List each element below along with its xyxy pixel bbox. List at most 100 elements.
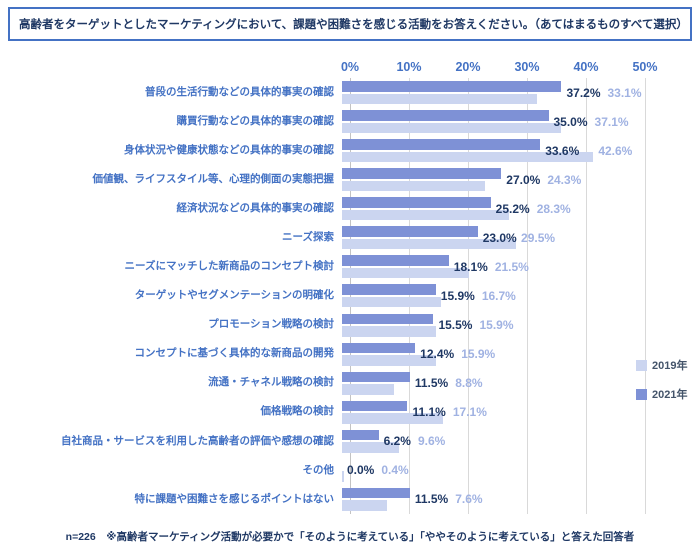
bar-row: 自社商品・サービスを利用した高齢者の評価や感想の確認 6.2% 9.6%	[0, 427, 645, 456]
bar-2021	[342, 226, 478, 237]
bar-2021	[342, 197, 491, 208]
legend-swatch-2021-icon	[636, 388, 647, 400]
bar-2021	[342, 110, 549, 121]
value-label-2019: 24.3%	[547, 172, 582, 187]
value-label-2019: 0.4%	[381, 463, 409, 478]
bar-2019	[342, 296, 441, 308]
value-label-2019: 7.6%	[455, 492, 483, 507]
x-axis-tick: 40%	[573, 60, 599, 74]
bar-row: 普段の生活行動などの具体的事実の確認 37.2% 33.1%	[0, 78, 645, 107]
footnote: n=226 ※高齢者マーケティング活動が必要かで「そのように考えている」「ややそ…	[65, 531, 635, 543]
value-label-2019: 16.7%	[481, 288, 516, 303]
gridline	[350, 78, 351, 514]
bar-2021	[342, 342, 416, 354]
bar-cell: 27.0% 24.3%	[342, 165, 637, 194]
bar-2021	[342, 487, 410, 499]
x-axis-tick: 20%	[455, 60, 481, 74]
value-label-2021: 35.0%	[553, 114, 588, 129]
bar-2021	[342, 255, 449, 266]
bar-cell: 25.2% 28.3%	[342, 194, 637, 223]
x-axis-tick: 0%	[340, 60, 360, 74]
bar-cell: 37.2% 33.1%	[342, 78, 642, 107]
bar-row: その他 0.0% 0.4%	[0, 456, 645, 485]
category-label: 身体状況や健康状態などの具体的事実の確認	[124, 143, 334, 156]
category-label: 特に課題や困難さを感じるポイントはない	[134, 492, 335, 505]
bar-row: 購買行動などの具体的事実の確認 35.0% 37.1%	[0, 107, 645, 136]
bar-2019	[342, 500, 387, 511]
bar-2019	[342, 384, 394, 395]
chart-title-box: 高齢者をターゲットとしたマーケティングにおいて、課題や困難さを感じる活動をお答え…	[8, 7, 692, 41]
bar-chart: 普段の生活行動などの具体的事実の確認 37.2% 33.1% 購買行動などの具体的事実…	[0, 78, 645, 514]
bar-cell: 23.0% 29.5%	[342, 223, 637, 252]
bar-2019	[342, 93, 538, 105]
bar-row: ニーズにマッチした新商品のコンセプト検討 18.1% 21.5%	[0, 252, 645, 281]
bar-row: ニーズ探索 23.0% 29.5%	[0, 223, 645, 252]
value-label-2019: 8.8%	[455, 376, 483, 391]
bar-cell: 12.4% 15.9%	[342, 340, 637, 369]
value-label-2019: 9.6%	[417, 434, 446, 449]
category-label: ターゲットやセグメンテーションの明確化	[134, 289, 334, 302]
category-label: 流通・チャネル戦略の検討	[208, 376, 334, 389]
bar-2019	[342, 122, 561, 134]
value-label-2021: 6.2%	[383, 434, 411, 449]
bar-2019	[342, 180, 486, 192]
value-label-2019: 37.1%	[594, 114, 629, 129]
bar-cell: 11.5% 7.6%	[342, 485, 637, 514]
value-label-2021: 15.9%	[440, 288, 475, 303]
category-label: プロモーション戦略の検討	[208, 318, 334, 331]
bar-2021	[342, 139, 541, 150]
grid-area	[350, 78, 646, 514]
value-label-2021: 11.1%	[412, 405, 446, 420]
bar-row: 流通・チャネル戦略の検討 11.5% 8.8%	[0, 369, 645, 398]
value-label-2019: 33.1%	[607, 85, 642, 100]
value-label-2021: 37.2%	[566, 85, 601, 100]
bar-row: 経済状況などの具体的事実の確認 25.2% 28.3%	[0, 194, 645, 223]
value-label-2019: 21.5%	[494, 259, 529, 274]
legend-item-2019: 2019年	[636, 357, 687, 373]
legend-label-2019: 2019年	[652, 360, 688, 372]
x-axis-tick: 30%	[514, 60, 540, 74]
x-axis-tick: 10%	[396, 60, 422, 74]
gridline	[645, 78, 646, 514]
category-label: 経済状況などの具体的事実の確認	[176, 202, 335, 214]
value-label-2021: 25.2%	[495, 201, 530, 216]
bar-row: 身体状況や健康状態などの具体的事実の確認 33.6% 42.6%	[0, 136, 645, 165]
bar-2019	[342, 238, 517, 250]
bar-2019	[342, 471, 345, 482]
x-axis-tick: 50%	[632, 60, 658, 74]
bar-2019	[342, 442, 399, 453]
bar-row: プロモーション戦略の検討 15.5% 15.9%	[0, 311, 645, 340]
bar-cell: 6.2% 9.6%	[342, 427, 637, 456]
gridline	[586, 78, 587, 514]
bar-2021	[342, 429, 379, 441]
chart-title: 高齢者をターゲットとしたマーケティングにおいて、課題や困難さを感じる活動をお答え…	[19, 19, 688, 31]
bar-cell: 15.5% 15.9%	[342, 311, 637, 340]
value-label-2019: 28.3%	[536, 201, 571, 216]
bar-cell: 0.0% 0.4%	[342, 456, 637, 485]
bar-row: 特に課題や困難さを感じるポイントはない 11.5% 7.6%	[0, 485, 645, 514]
bar-2021	[342, 81, 562, 92]
bar-cell: 33.6% 42.6%	[342, 136, 637, 165]
value-label-2021: 33.6%	[545, 143, 580, 158]
bar-2019	[342, 326, 436, 337]
value-label-2019: 17.1%	[452, 405, 487, 420]
category-label: 購買行動などの具体的事実の確認	[176, 114, 335, 127]
value-label-2021: 12.4%	[420, 347, 455, 362]
value-label-2021: 27.0%	[506, 172, 541, 187]
bar-2021	[342, 371, 410, 383]
value-label-2021: 11.5%	[414, 492, 449, 507]
bar-cell: 35.0% 37.1%	[342, 107, 637, 136]
x-axis: 0% 10% 20% 30% 40% 50%	[341, 57, 658, 74]
value-label-2021: 18.1%	[453, 259, 488, 274]
bar-2019	[342, 413, 443, 424]
bar-2019	[342, 267, 469, 279]
value-label-2021: 0.0%	[347, 463, 375, 478]
value-label-2021: 11.5%	[414, 376, 449, 391]
legend: 2019年 2021年	[636, 357, 687, 415]
category-label: 自社商品・サービスを利用した高齢者の評価や感想の確認	[61, 434, 334, 447]
category-label: 普段の生活行動などの具体的事実の確認	[145, 85, 334, 98]
bar-cell: 11.5% 8.8%	[342, 369, 637, 398]
bar-2019	[342, 355, 436, 366]
gridline	[468, 78, 469, 514]
